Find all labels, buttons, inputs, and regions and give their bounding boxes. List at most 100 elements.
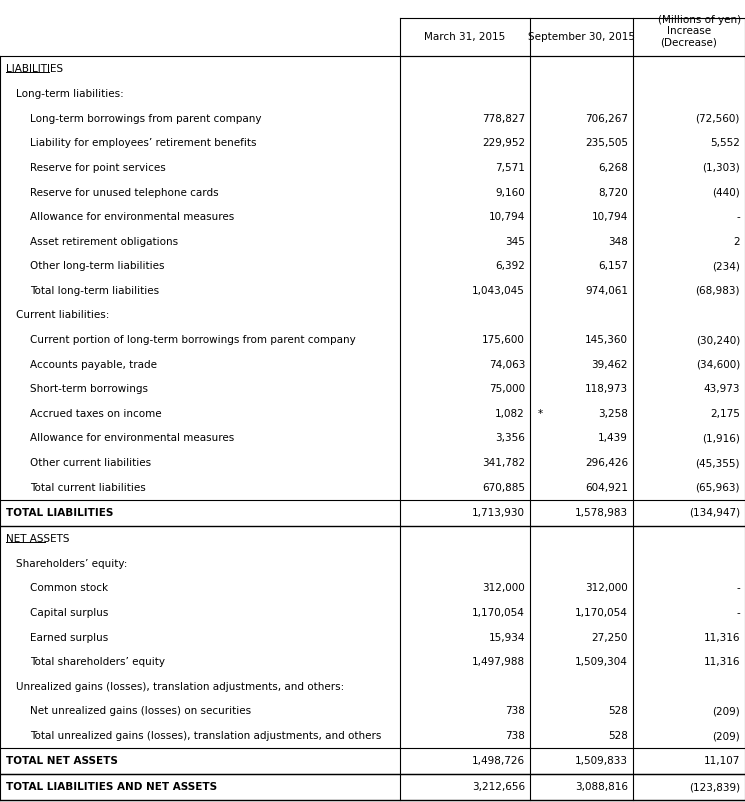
Text: 1,497,988: 1,497,988: [472, 658, 525, 667]
Text: Total current liabilities: Total current liabilities: [30, 483, 146, 492]
Text: 10,794: 10,794: [592, 212, 628, 222]
Text: 10,794: 10,794: [489, 212, 525, 222]
Text: 1,082: 1,082: [495, 409, 525, 419]
Text: 9,160: 9,160: [495, 188, 525, 197]
Text: 604,921: 604,921: [585, 483, 628, 492]
Text: 738: 738: [505, 731, 525, 741]
Text: 11,316: 11,316: [703, 633, 740, 642]
Text: (209): (209): [712, 731, 740, 741]
Text: (134,947): (134,947): [689, 508, 740, 518]
Text: 348: 348: [608, 237, 628, 247]
Text: 118,973: 118,973: [585, 384, 628, 395]
Text: Accrued taxes on income: Accrued taxes on income: [30, 409, 162, 419]
Text: 1,509,304: 1,509,304: [575, 658, 628, 667]
Text: 3,088,816: 3,088,816: [575, 782, 628, 792]
Text: Long-term borrowings from parent company: Long-term borrowings from parent company: [30, 114, 261, 124]
Text: 6,392: 6,392: [495, 261, 525, 271]
Text: Current portion of long-term borrowings from parent company: Current portion of long-term borrowings …: [30, 335, 356, 345]
Text: Total unrealized gains (losses), translation adjustments, and others: Total unrealized gains (losses), transla…: [30, 731, 381, 741]
Text: 7,571: 7,571: [495, 163, 525, 173]
Text: Net unrealized gains (losses) on securities: Net unrealized gains (losses) on securit…: [30, 707, 251, 716]
Text: March 31, 2015: March 31, 2015: [425, 32, 506, 42]
Text: Unrealized gains (losses), translation adjustments, and others:: Unrealized gains (losses), translation a…: [16, 682, 344, 692]
Text: 528: 528: [608, 731, 628, 741]
Text: 312,000: 312,000: [482, 584, 525, 593]
Text: 1,043,045: 1,043,045: [472, 286, 525, 296]
Text: (209): (209): [712, 707, 740, 716]
Text: Short-term borrowings: Short-term borrowings: [30, 384, 148, 395]
Text: 345: 345: [505, 237, 525, 247]
Text: 974,061: 974,061: [585, 286, 628, 296]
Text: 43,973: 43,973: [703, 384, 740, 395]
Text: 1,713,930: 1,713,930: [472, 508, 525, 518]
Text: Increase
(Decrease): Increase (Decrease): [661, 26, 717, 48]
Text: (45,355): (45,355): [696, 458, 740, 468]
Text: Total long-term liabilities: Total long-term liabilities: [30, 286, 159, 296]
Text: 670,885: 670,885: [482, 483, 525, 492]
Text: (234): (234): [712, 261, 740, 271]
Text: 1,170,054: 1,170,054: [575, 608, 628, 618]
Text: 75,000: 75,000: [489, 384, 525, 395]
Text: 6,268: 6,268: [598, 163, 628, 173]
Text: Reserve for unused telephone cards: Reserve for unused telephone cards: [30, 188, 218, 197]
Text: 706,267: 706,267: [585, 114, 628, 124]
Text: Capital surplus: Capital surplus: [30, 608, 108, 618]
Text: NET ASSETS: NET ASSETS: [6, 533, 69, 544]
Text: Reserve for point services: Reserve for point services: [30, 163, 165, 173]
Text: 27,250: 27,250: [592, 633, 628, 642]
Text: 1,498,726: 1,498,726: [472, 756, 525, 766]
Text: 778,827: 778,827: [482, 114, 525, 124]
Text: 1,578,983: 1,578,983: [575, 508, 628, 518]
Text: 738: 738: [505, 707, 525, 716]
Text: 1,509,833: 1,509,833: [575, 756, 628, 766]
Text: 235,505: 235,505: [585, 138, 628, 148]
Text: 229,952: 229,952: [482, 138, 525, 148]
Text: September 30, 2015: September 30, 2015: [528, 32, 635, 42]
Text: 2: 2: [733, 237, 740, 247]
Text: Other current liabilities: Other current liabilities: [30, 458, 151, 468]
Text: TOTAL LIABILITIES AND NET ASSETS: TOTAL LIABILITIES AND NET ASSETS: [6, 782, 217, 792]
Text: 11,316: 11,316: [703, 658, 740, 667]
Text: Current liabilities:: Current liabilities:: [16, 310, 110, 321]
Text: (30,240): (30,240): [696, 335, 740, 345]
Text: Long-term liabilities:: Long-term liabilities:: [16, 89, 124, 99]
Text: (68,983): (68,983): [696, 286, 740, 296]
Text: (1,303): (1,303): [703, 163, 740, 173]
Text: 145,360: 145,360: [585, 335, 628, 345]
Text: -: -: [736, 212, 740, 222]
Text: Allowance for environmental measures: Allowance for environmental measures: [30, 212, 234, 222]
Text: -: -: [736, 584, 740, 593]
Text: *: *: [538, 409, 543, 419]
Text: 341,782: 341,782: [482, 458, 525, 468]
Text: Other long-term liabilities: Other long-term liabilities: [30, 261, 165, 271]
Text: Allowance for environmental measures: Allowance for environmental measures: [30, 433, 234, 444]
Text: 6,157: 6,157: [598, 261, 628, 271]
Text: 1,439: 1,439: [598, 433, 628, 444]
Text: 312,000: 312,000: [586, 584, 628, 593]
Text: (65,963): (65,963): [696, 483, 740, 492]
Text: LIABILITIES: LIABILITIES: [6, 64, 63, 74]
Text: (440): (440): [712, 188, 740, 197]
Text: Shareholders’ equity:: Shareholders’ equity:: [16, 559, 127, 569]
Text: TOTAL NET ASSETS: TOTAL NET ASSETS: [6, 756, 118, 766]
Text: 39,462: 39,462: [592, 359, 628, 370]
Text: 3,258: 3,258: [598, 409, 628, 419]
Text: 74,063: 74,063: [489, 359, 525, 370]
Text: 3,212,656: 3,212,656: [472, 782, 525, 792]
Text: (Millions of yen): (Millions of yen): [658, 15, 741, 25]
Text: Liability for employees’ retirement benefits: Liability for employees’ retirement bene…: [30, 138, 256, 148]
Text: Earned surplus: Earned surplus: [30, 633, 108, 642]
Text: (123,839): (123,839): [689, 782, 740, 792]
Text: 175,600: 175,600: [482, 335, 525, 345]
Text: 528: 528: [608, 707, 628, 716]
Text: Total shareholders’ equity: Total shareholders’ equity: [30, 658, 165, 667]
Text: 8,720: 8,720: [598, 188, 628, 197]
Text: Accounts payable, trade: Accounts payable, trade: [30, 359, 157, 370]
Text: 11,107: 11,107: [703, 756, 740, 766]
Text: Common stock: Common stock: [30, 584, 108, 593]
Text: (1,916): (1,916): [702, 433, 740, 444]
Text: 15,934: 15,934: [489, 633, 525, 642]
Text: (72,560): (72,560): [696, 114, 740, 124]
Text: 2,175: 2,175: [710, 409, 740, 419]
Text: Asset retirement obligations: Asset retirement obligations: [30, 237, 178, 247]
